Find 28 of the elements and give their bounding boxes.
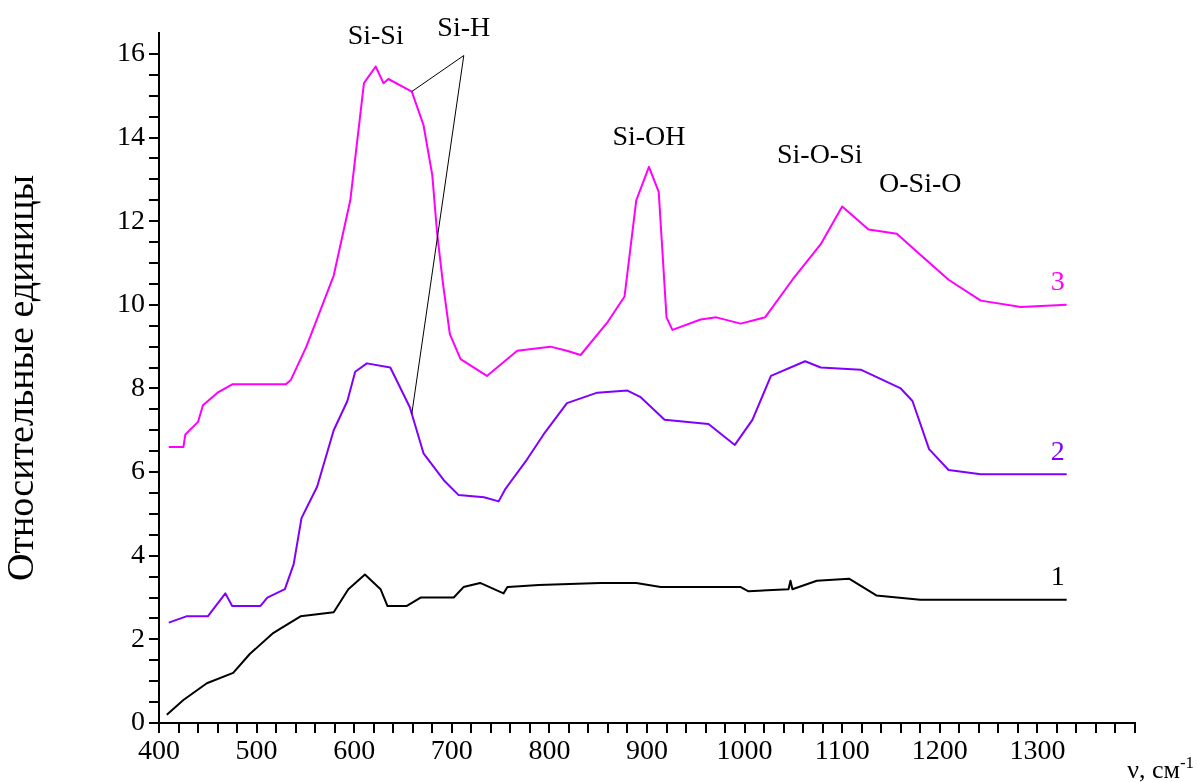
x-tick-label: 500 [235,734,278,766]
x-tick-label: 1300 [1009,734,1066,766]
y-tick-label: 8 [131,370,145,402]
x-tick-label: 900 [626,734,668,766]
x-tick-label: 1200 [911,734,968,766]
x-tick-label: 1100 [814,734,870,766]
y-tick-label: 2 [131,621,145,653]
x-tick-label: 600 [333,734,376,766]
annotation: Si-OH [612,119,686,151]
annotation: Si-H [437,10,491,42]
y-tick-label: 14 [117,119,145,151]
y-tick-label: 10 [117,287,145,319]
y-tick-label: 16 [117,36,145,68]
x-tick-label: 400 [138,734,180,766]
annotation: O-Si-O [879,166,962,198]
series-label: 2 [1050,434,1065,466]
y-tick-label: 0 [131,705,145,737]
y-tick-label: 6 [131,454,145,486]
annotation: Si-O-Si [776,137,863,169]
annotation: Si-Si [347,19,404,51]
y-tick-label: 12 [117,203,145,235]
x-tick-label: 800 [528,734,571,766]
series-label: 3 [1050,265,1065,297]
x-tick-label: 700 [430,734,473,766]
series-label: 1 [1050,560,1065,591]
y-tick-label: 4 [131,538,145,570]
x-tick-label: 1000 [716,734,773,766]
y-axis-title: Относительные единицы [0,174,41,582]
